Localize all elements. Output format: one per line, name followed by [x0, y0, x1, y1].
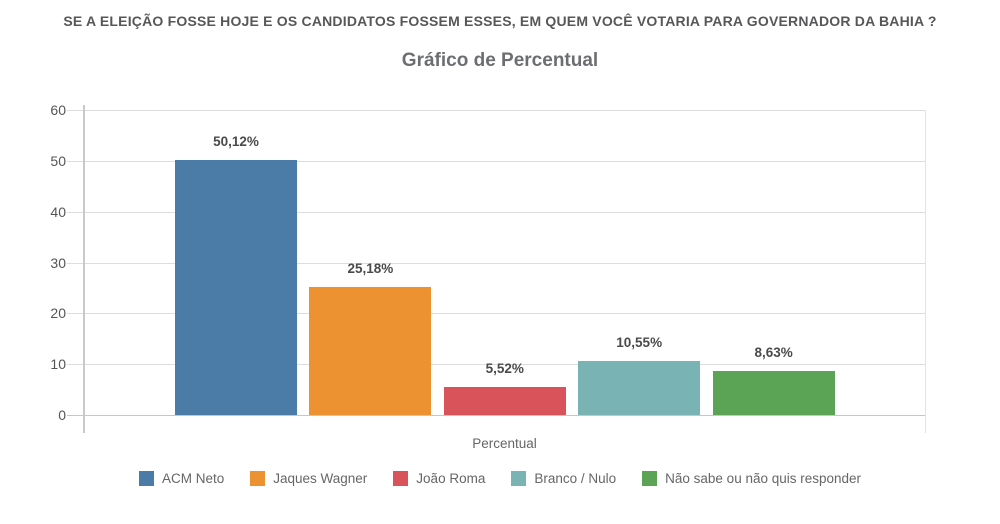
- gridline-20: [67, 313, 925, 315]
- gridline-60: [67, 110, 925, 111]
- y-tick-label-20: 20: [50, 305, 66, 322]
- legend-item-acm-neto: ACM Neto: [138, 471, 225, 486]
- y-tick-label-0: 0: [58, 407, 66, 423]
- x-axis-label: Percentual: [472, 436, 537, 451]
- legend-item-nao-sabe-ou-nao-quis-responder: Não sabe ou não quis responder: [642, 471, 861, 486]
- chart-title: Gráfico de Percentual: [401, 50, 599, 71]
- gridline-40: [67, 211, 925, 213]
- legend-swatch-joao-roma: [393, 471, 409, 486]
- bar-value-label-jaques-wagner: 25,18%: [347, 261, 394, 276]
- legend-item-jaques-wagner: Jaques Wagner: [250, 471, 367, 486]
- legend-swatch-acm-neto: [138, 471, 154, 486]
- y-tick-label-40: 40: [50, 203, 66, 220]
- y-tick-label-60: 60: [50, 102, 66, 118]
- question-title: SE A ELEIÇÃO FOSSE HOJE E OS CANDIDATOS …: [63, 13, 937, 29]
- legend-swatch-branco-nulo: [511, 471, 527, 486]
- y-tick-label-10: 10: [50, 356, 66, 373]
- legend-label-branco-nulo: Branco / Nulo: [534, 471, 617, 486]
- y-tick-label-50: 50: [50, 152, 66, 169]
- y-axis-line: [83, 105, 85, 433]
- legend-label-acm-neto: ACM Neto: [161, 471, 225, 486]
- bar-branco-nulo: [578, 361, 701, 415]
- bar-value-label-nao-sabe-ou-nao-quis-responder: 8,63%: [754, 345, 793, 361]
- gridline-0: [67, 415, 925, 416]
- bar-jaques-wagner: [309, 287, 432, 415]
- gridline-30: [67, 262, 925, 264]
- legend-item-joao-roma: João Roma: [393, 471, 485, 486]
- bar-value-label-branco-nulo: 10,55%: [616, 335, 663, 351]
- bar-acm-neto: [175, 160, 297, 415]
- bar-value-label-acm-neto: 50,12%: [213, 134, 259, 150]
- bar-nao-sabe-ou-nao-quis-responder: [712, 371, 835, 415]
- bar-value-label-joao-roma: 5,52%: [485, 360, 524, 376]
- legend-swatch-jaques-wagner: [250, 471, 266, 486]
- legend-item-branco-nulo: Branco / Nulo: [511, 471, 616, 486]
- plot-right-border: [925, 110, 926, 433]
- y-tick-label-30: 30: [50, 254, 66, 271]
- legend: ACM Neto Jaques Wagner João Roma Branco / N…: [0, 471, 1000, 486]
- legend-label-jaques-wagner: Jaques Wagner: [273, 471, 368, 486]
- legend-swatch-nao-sabe-ou-nao-quis-responder: [642, 471, 658, 486]
- bar-joao-roma: [443, 386, 566, 415]
- gridline-10: [67, 364, 925, 366]
- gridline-50: [67, 160, 925, 162]
- legend-label-joao-roma: João Roma: [416, 471, 486, 486]
- legend-label-nao-sabe-ou-nao-quis-responder: Não sabe ou não quis responder: [665, 471, 862, 486]
